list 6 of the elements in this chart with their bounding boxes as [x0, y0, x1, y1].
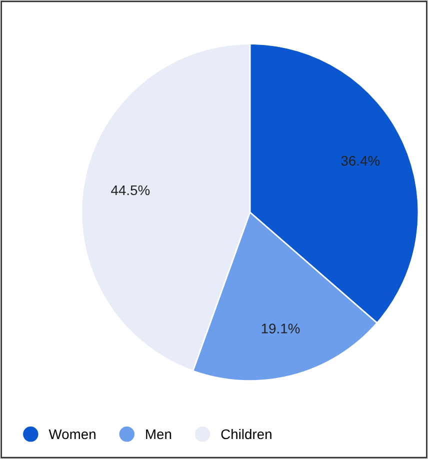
- data-label: 36.4%: [341, 156, 380, 166]
- legend-label: Women: [48, 429, 96, 440]
- data-label: 19.1%: [262, 324, 300, 334]
- legend-label: Children: [221, 428, 272, 440]
- legend-label: Men: [146, 429, 172, 440]
- data-label: 44.5%: [111, 185, 150, 196]
